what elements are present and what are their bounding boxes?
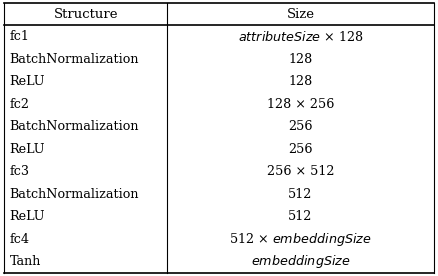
Text: Tanh: Tanh (10, 256, 41, 269)
Text: fc3: fc3 (10, 165, 30, 178)
Text: 128: 128 (289, 53, 313, 66)
Text: 256 × 512: 256 × 512 (267, 165, 334, 178)
Text: $\mathit{attributeSize}$ × 128: $\mathit{attributeSize}$ × 128 (237, 30, 364, 44)
Text: BatchNormalization: BatchNormalization (10, 188, 139, 201)
Text: Size: Size (286, 7, 314, 20)
Text: fc1: fc1 (10, 30, 29, 43)
Text: 512: 512 (288, 210, 313, 223)
Text: Structure: Structure (54, 7, 118, 20)
Text: fc4: fc4 (10, 233, 30, 246)
Text: 512: 512 (288, 188, 313, 201)
Text: ReLU: ReLU (10, 210, 45, 223)
Text: ReLU: ReLU (10, 75, 45, 88)
Text: 256: 256 (288, 120, 313, 133)
Text: 128 × 256: 128 × 256 (267, 98, 334, 111)
Text: 512 × $\mathit{embeddingSize}$: 512 × $\mathit{embeddingSize}$ (229, 231, 372, 248)
Text: $\mathit{embeddingSize}$: $\mathit{embeddingSize}$ (251, 253, 350, 270)
Text: BatchNormalization: BatchNormalization (10, 120, 139, 133)
Text: fc2: fc2 (10, 98, 30, 111)
Text: 256: 256 (288, 143, 313, 156)
Text: 128: 128 (289, 75, 313, 88)
Text: BatchNormalization: BatchNormalization (10, 53, 139, 66)
Text: ReLU: ReLU (10, 143, 45, 156)
